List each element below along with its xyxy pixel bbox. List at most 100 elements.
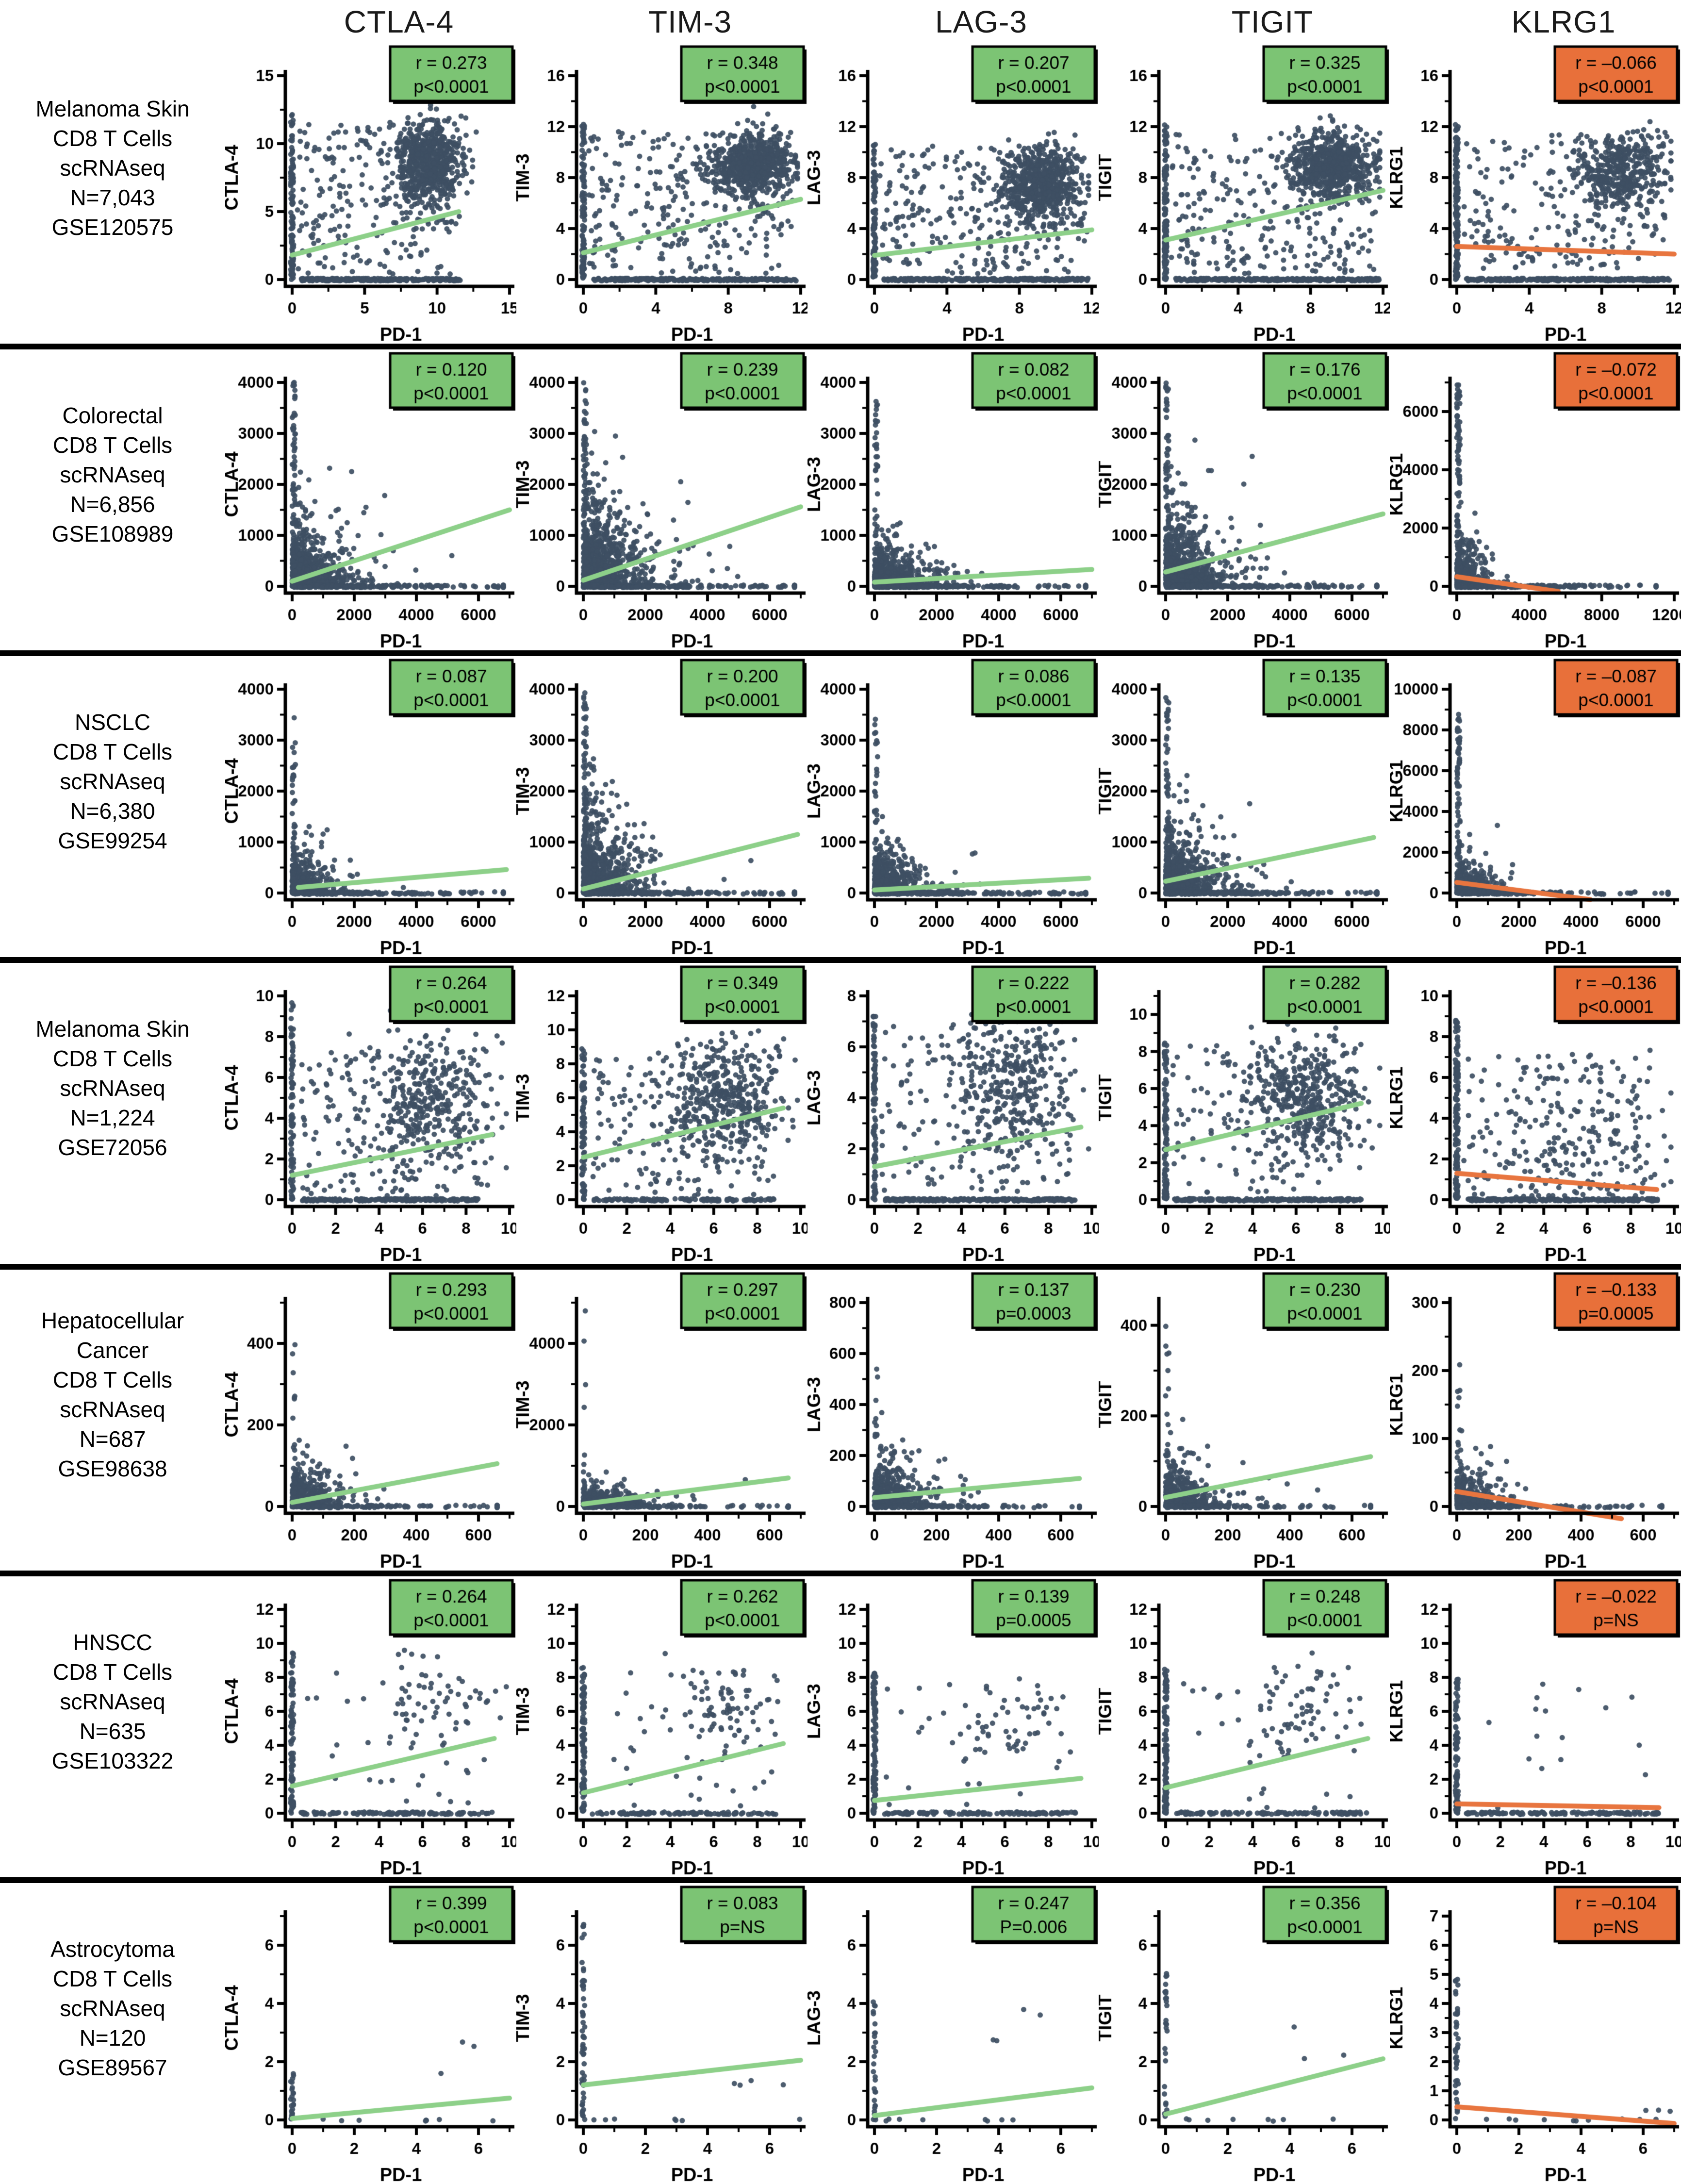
column-header-klrg1: KLRG1 (1511, 4, 1616, 39)
scatter-plot-canvas (808, 1270, 1099, 1571)
scatter-plot (808, 963, 1099, 1264)
dataset-label-line: GSE108989 (51, 521, 174, 546)
scatter-plot-canvas (808, 963, 1099, 1264)
dataset-label-line: CD8 T Cells (52, 739, 173, 764)
scatter-plot (1390, 43, 1681, 344)
dataset-label-line: scRNAseq (60, 1397, 165, 1422)
scatter-plot-canvas (1099, 43, 1390, 344)
scatter-plot-canvas (225, 656, 516, 957)
scatter-plot (1099, 43, 1390, 344)
dataset-label-line: CD8 T Cells (52, 1966, 173, 1991)
scatter-plot (1099, 349, 1390, 650)
column-header-tim3: TIM-3 (648, 4, 732, 39)
scatter-plot (225, 656, 516, 957)
dataset-label-line: GSE103322 (51, 1748, 174, 1773)
scatter-plot (225, 43, 516, 344)
dataset-label: Melanoma Skin CD8 T Cells scRNAseq N=1,224 G… (0, 963, 225, 1264)
scatter-plot-canvas (1390, 1270, 1681, 1571)
dataset-label-line: CD8 T Cells (52, 432, 173, 458)
dataset-label: Astrocytoma CD8 T Cells scRNAseq N=120 GSE89… (0, 1883, 225, 2184)
scatter-plot-canvas (225, 1576, 516, 1877)
scatter-plot (1390, 656, 1681, 957)
scatter-plot-canvas (808, 1576, 1099, 1877)
dataset-label-line: scRNAseq (60, 155, 165, 181)
scatter-plot-canvas (516, 1576, 808, 1877)
dataset-label-line: scRNAseq (60, 768, 165, 794)
scatter-plot-canvas (808, 1883, 1099, 2184)
scatter-plot-canvas (1099, 1576, 1390, 1877)
scatter-plot (516, 43, 808, 344)
scatter-plot-canvas (225, 1883, 516, 2184)
dataset-label-line: N=635 (79, 1718, 146, 1744)
scatter-plot-canvas (1099, 1270, 1390, 1571)
dataset-label-line: scRNAseq (60, 1995, 165, 2021)
scatter-plot (1390, 1576, 1681, 1877)
dataset-label-line: scRNAseq (60, 1688, 165, 1714)
dataset-label-line: CD8 T Cells (52, 1659, 173, 1685)
column-header-ctla4: CTLA-4 (344, 4, 454, 39)
dataset-label-line: N=7,043 (70, 184, 155, 210)
scatter-plot (225, 1576, 516, 1877)
scatter-plot (1099, 656, 1390, 957)
scatter-plot-canvas (1099, 1883, 1390, 2184)
dataset-label-line: Colorectal (62, 402, 163, 428)
column-header-lag3: LAG-3 (935, 4, 1027, 39)
scatter-plot (1390, 963, 1681, 1264)
scatter-plot-canvas (225, 1270, 516, 1571)
row-separator (0, 344, 1681, 349)
dataset-label-line: scRNAseq (60, 462, 165, 487)
scatter-plot-canvas (225, 349, 516, 650)
scatter-plot-canvas (1099, 656, 1390, 957)
scatter-plot (1099, 963, 1390, 1264)
scatter-plot-canvas (808, 349, 1099, 650)
dataset-label-line: GSE89567 (58, 2054, 167, 2080)
dataset-label-line: N=687 (79, 1426, 146, 1452)
scatter-plot (808, 1576, 1099, 1877)
dataset-label-line: scRNAseq (60, 1075, 165, 1101)
scatter-plot (1390, 1883, 1681, 2184)
dataset-label: NSCLC CD8 T Cells scRNAseq N=6,380 GSE99254 (0, 656, 225, 957)
dataset-label-line: GSE72056 (58, 1134, 167, 1160)
scatter-plot-canvas (1390, 1883, 1681, 2184)
row-separator (0, 1264, 1681, 1270)
dataset-label-line: N=6,856 (70, 491, 155, 517)
dataset-label: HNSCC CD8 T Cells scRNAseq N=635 GSE103322 (0, 1576, 225, 1877)
dataset-label-line: NSCLC (75, 709, 150, 735)
dataset-label: Melanoma Skin CD8 T Cells scRNAseq N=7,043 G… (0, 43, 225, 344)
scatter-plot-canvas (1390, 656, 1681, 957)
scatter-plot (225, 1270, 516, 1571)
scatter-plot-grid: Melanoma Skin CD8 T Cells scRNAseq N=7,043 G… (0, 43, 1681, 2184)
scatter-plot (1390, 349, 1681, 650)
scatter-plot-canvas (1390, 43, 1681, 344)
scatter-plot (1099, 1883, 1390, 2184)
scatter-plot (808, 349, 1099, 650)
dataset-label-line: GSE120575 (51, 214, 174, 240)
column-header-tigit: TIGIT (1231, 4, 1314, 39)
row-separator (0, 1877, 1681, 1883)
dataset-label-line: CD8 T Cells (52, 125, 173, 151)
scatter-plot (808, 1883, 1099, 2184)
scatter-plot (516, 1883, 808, 2184)
dataset-label-line: N=1,224 (70, 1105, 155, 1130)
scatter-plot-canvas (516, 1270, 808, 1571)
scatter-plot (808, 43, 1099, 344)
scatter-plot-canvas (516, 963, 808, 1264)
scatter-plot (1390, 1270, 1681, 1571)
dataset-label: Colorectal CD8 T Cells scRNAseq N=6,856 GSE1… (0, 349, 225, 650)
scatter-plot-canvas (516, 349, 808, 650)
row-separator (0, 1571, 1681, 1576)
scatter-plot-canvas (1099, 963, 1390, 1264)
scatter-plot-canvas (516, 43, 808, 344)
dataset-label-line: GSE98638 (58, 1456, 167, 1481)
scatter-plot-canvas (808, 656, 1099, 957)
scatter-plot-canvas (1390, 963, 1681, 1264)
dataset-label-line: N=6,380 (70, 798, 155, 824)
scatter-plot-canvas (225, 43, 516, 344)
dataset-label-line: GSE99254 (58, 827, 167, 853)
scatter-plot-canvas (516, 656, 808, 957)
dataset-label-line: Hepatocellular (41, 1308, 184, 1333)
scatter-plot (1099, 1576, 1390, 1877)
scatter-plot (225, 1883, 516, 2184)
scatter-plot (1099, 1270, 1390, 1571)
